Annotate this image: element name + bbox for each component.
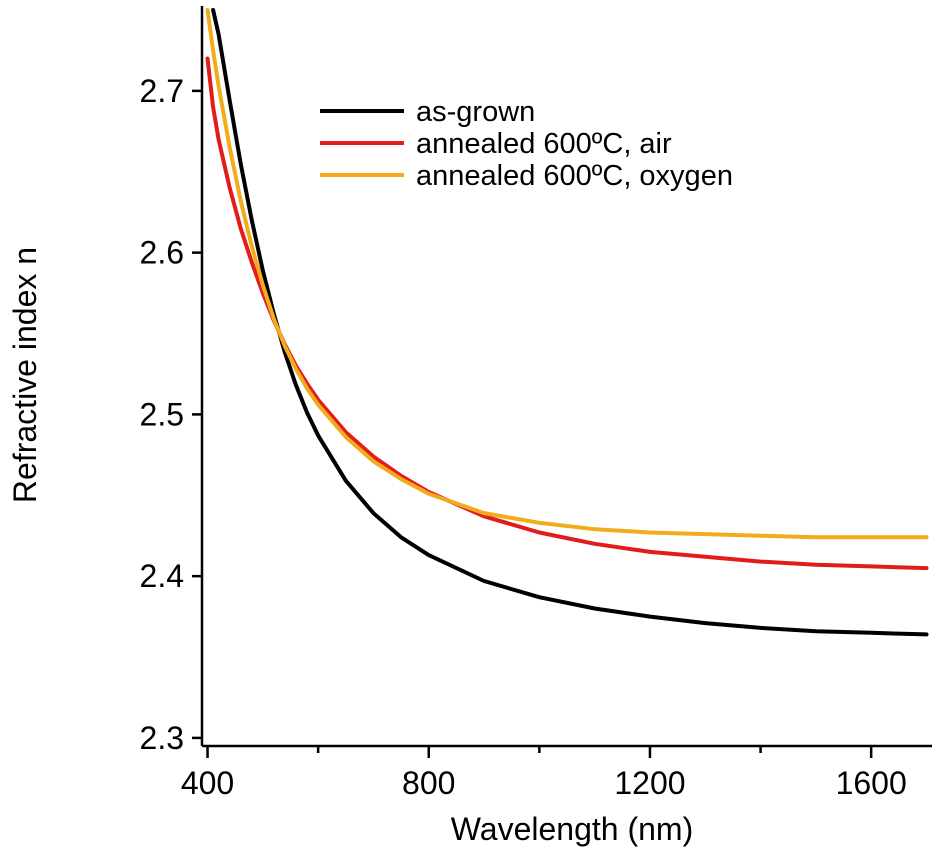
series-line-2 <box>205 8 929 540</box>
y-tick-label-4: 2.7 <box>140 73 184 109</box>
y-tick-label-3: 2.6 <box>140 235 184 271</box>
legend-label-1: annealed 600ºC, air <box>416 128 672 160</box>
y-tick-label-2: 2.5 <box>140 396 184 432</box>
x-axis-title: Wavelength (nm) <box>451 811 693 847</box>
legend-label-2: annealed 600ºC, oxygen <box>416 160 733 192</box>
legend-label-0: as-grown <box>416 96 535 128</box>
y-tick-label-1: 2.4 <box>140 558 184 594</box>
plot-lines <box>205 8 929 637</box>
x-tick-label-0: 400 <box>181 765 234 801</box>
axes: 2.3 2.4 2.5 2.6 2.7 400 800 1200 1600 <box>140 6 932 801</box>
series-line-0 <box>211 8 929 637</box>
y-tick-label-0: 2.3 <box>140 720 184 756</box>
y-axis-title: Refractive index n <box>7 247 43 503</box>
x-tick-label-2: 1200 <box>614 765 685 801</box>
x-tick-label-3: 1600 <box>836 765 907 801</box>
series-line-1 <box>205 56 929 571</box>
x-tick-label-1: 800 <box>402 765 455 801</box>
